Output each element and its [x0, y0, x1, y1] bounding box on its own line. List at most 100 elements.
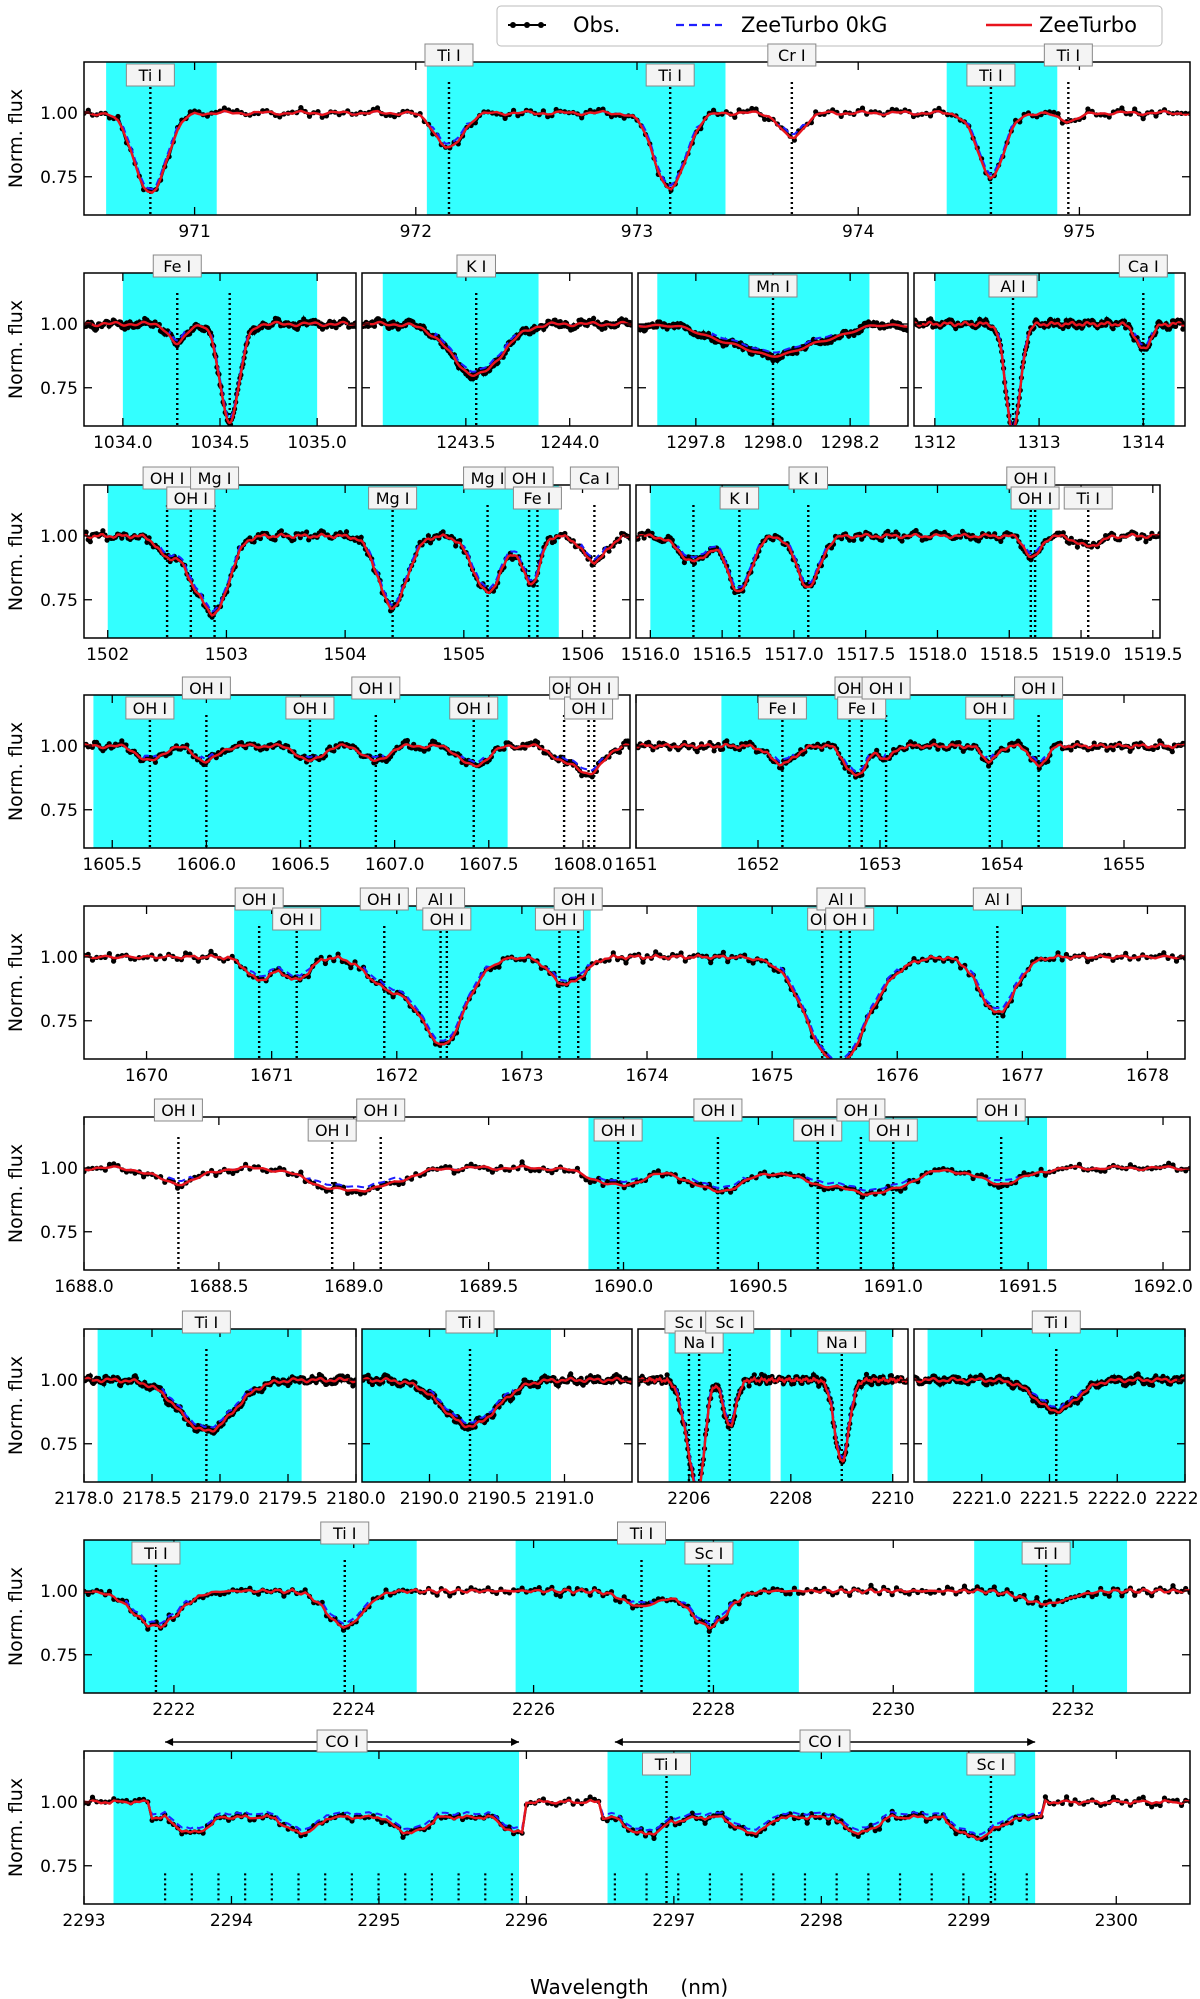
line-label: Fe I [523, 489, 551, 508]
observed-point [859, 105, 866, 111]
observed-point [272, 537, 278, 543]
observed-point [736, 107, 742, 113]
x-tick-label: 1313 [1017, 433, 1060, 453]
fit-region [946, 62, 1058, 215]
line-label: OH I [1021, 679, 1055, 698]
observed-point [762, 1373, 768, 1379]
line-label-box [1021, 1541, 1071, 1565]
fit-region [93, 695, 508, 848]
observed-point [1110, 747, 1116, 753]
fit-region [650, 485, 1053, 638]
observed-point [1089, 1594, 1095, 1600]
line-label-box [569, 676, 619, 700]
observed-point [1066, 540, 1072, 546]
x-tick-label: 1519.0 [1051, 645, 1110, 665]
observed-point [750, 960, 756, 966]
observed-point [345, 1373, 351, 1379]
model-spectrum [914, 1376, 1185, 1414]
observed-point [115, 113, 121, 120]
y-tick-label: 0.75 [40, 1223, 78, 1243]
observed-point [84, 529, 89, 535]
x-tick-label: 1034.0 [93, 433, 152, 453]
spectrum-panel: 1243.5 1244.0K I [361, 254, 633, 453]
x-tick-label: 1297.8 [666, 433, 725, 453]
x-tick-label: 2208 [769, 1489, 812, 1509]
fit-region [515, 1540, 799, 1693]
legend-obs-dot [524, 22, 530, 28]
line-label: Ti I [436, 46, 461, 65]
observed-point [1170, 1583, 1176, 1589]
legend-obs-dot [538, 22, 544, 28]
legend-label-model: ZeeTurbo [1039, 13, 1137, 37]
x-tick-label: 1034.5 [190, 433, 249, 453]
observed-point [640, 959, 646, 965]
observed-point [889, 106, 895, 112]
observed-point [343, 529, 350, 535]
line-label: Na I [683, 1333, 715, 1352]
observed-point [106, 1588, 113, 1594]
observed-point [340, 1627, 347, 1633]
line-label: OH I [364, 1101, 398, 1120]
observed-point [899, 538, 905, 544]
x-tick-label: 1608.0 [553, 855, 612, 875]
observed-point [278, 528, 284, 534]
observed-point [111, 1161, 117, 1167]
line-label: OH I [189, 679, 223, 698]
line-label: Ti I [1033, 1544, 1058, 1563]
observed-point [85, 107, 91, 113]
observed-point [217, 1591, 223, 1598]
observed-point [358, 534, 364, 540]
observed-point [447, 1593, 453, 1599]
y-tick-label: 0.75 [40, 1435, 78, 1455]
observed-point [1132, 106, 1138, 112]
line-label-box [1118, 254, 1168, 278]
y-tick-label: 1.00 [40, 315, 78, 335]
line-label: Ca I [579, 469, 610, 488]
line-label: Al I [428, 890, 453, 909]
line-label: Mn I [756, 277, 790, 296]
line-label: OH I [832, 910, 866, 929]
observed-point [1009, 430, 1014, 435]
observed-point [85, 1591, 91, 1597]
line-label-box [593, 1118, 643, 1142]
observed-point [396, 1181, 402, 1188]
line-label: Ti I [138, 66, 163, 85]
fit-region [934, 273, 1175, 426]
observed-point [694, 749, 700, 755]
observed-point [621, 115, 627, 121]
observed-point [390, 994, 396, 1000]
legend-obs-dot [510, 22, 516, 28]
observed-point [1000, 1013, 1006, 1019]
line-label-box [181, 1310, 231, 1334]
observed-point [451, 1170, 457, 1176]
observed-point [1059, 957, 1065, 963]
spectra [362, 314, 632, 383]
panel-frame [637, 1328, 909, 1483]
line-label-box [757, 696, 807, 720]
observed-point [610, 950, 616, 956]
observed-point [87, 539, 93, 545]
observed-point [779, 765, 785, 771]
observed-point [645, 528, 651, 534]
observed-point [434, 1592, 440, 1598]
observed-point [1173, 958, 1180, 964]
observed-point [453, 543, 459, 549]
model-spectrum [84, 953, 1185, 1059]
line-label: Ti I [629, 1524, 654, 1543]
x-tick-label: 1689.0 [324, 1277, 383, 1297]
observed-point [996, 1184, 1002, 1190]
line-label: Ti I [657, 66, 682, 85]
x-tick-label: 2224 [332, 1700, 375, 1720]
observed-point [306, 113, 313, 119]
x-tick-label: 1654 [980, 855, 1023, 875]
line-label: Ti I [978, 66, 1003, 85]
observed-point [400, 1834, 406, 1840]
observed-point [515, 113, 521, 119]
line-label: Ca I [1128, 257, 1159, 276]
